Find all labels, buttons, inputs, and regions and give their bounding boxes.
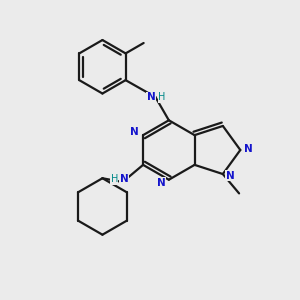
Text: N: N [147,92,155,102]
Text: N: N [120,174,128,184]
Text: N: N [226,170,235,181]
Text: H: H [111,174,118,184]
Text: N: N [244,143,253,154]
Text: H: H [158,92,166,102]
Text: N: N [130,127,139,137]
Text: N: N [157,178,166,188]
